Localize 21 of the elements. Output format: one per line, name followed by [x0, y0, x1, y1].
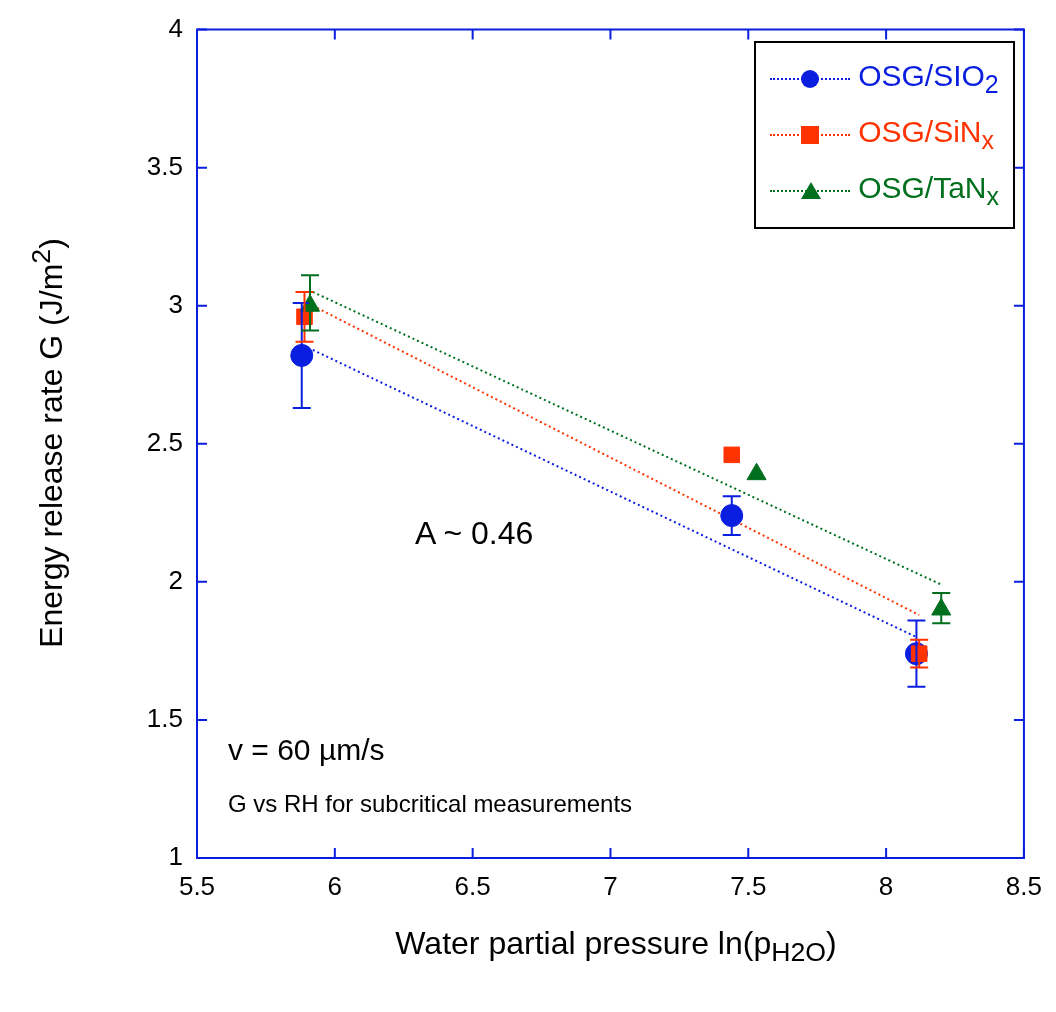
legend-label: OSG/SIO$_{2}$	[858, 59, 999, 99]
x-tick-label: 7.5	[730, 870, 767, 901]
y-tick-label: 2.5	[146, 426, 183, 457]
x-tick-label: 8.5	[1005, 870, 1043, 901]
y-tick-label: 3.5	[146, 150, 183, 181]
x-axis-title: Water partial pressure ln(p$_{H2O}$)	[395, 925, 837, 969]
y-tick-label: 4	[168, 12, 183, 43]
y-tick-label: 3	[168, 288, 183, 319]
x-tick-label: 6	[327, 870, 343, 901]
y-tick-label: 1	[168, 841, 183, 872]
x-tick-label: 8	[878, 870, 894, 901]
x-tick-label: 6.5	[454, 870, 491, 901]
y-tick-label: 1.5	[146, 703, 183, 734]
annotation: v = 60 µm/s	[228, 733, 385, 767]
y-tick-label: 2	[168, 565, 183, 596]
annotation: G vs RH for subcritical measurements	[228, 790, 633, 818]
x-tick-label: 5.5	[178, 870, 216, 901]
legend-label: OSG/TaN$_{x}$	[858, 171, 999, 211]
x-tick-label: 7	[603, 870, 618, 901]
legend-label: OSG/SiN$_{x}$	[858, 115, 994, 155]
annotation: A ~ 0.46	[415, 515, 534, 552]
